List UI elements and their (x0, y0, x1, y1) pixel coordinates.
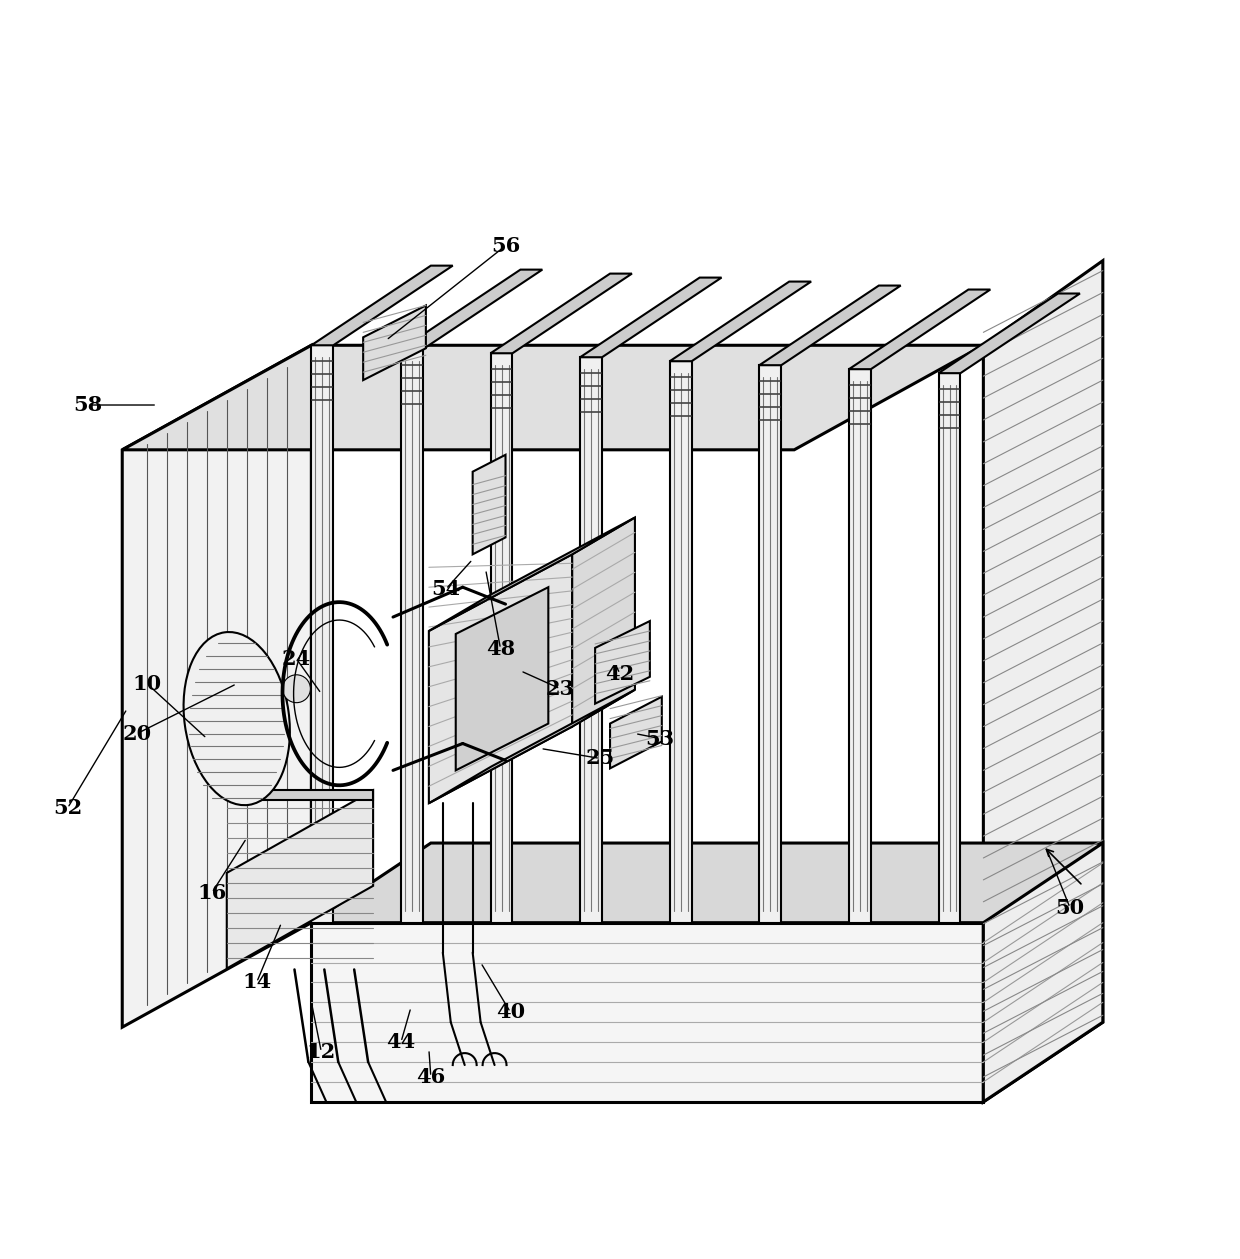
Polygon shape (311, 844, 1102, 923)
Polygon shape (670, 282, 811, 361)
Text: 48: 48 (486, 638, 515, 658)
Polygon shape (311, 345, 334, 923)
Ellipse shape (283, 675, 310, 703)
Text: 52: 52 (53, 798, 82, 818)
Polygon shape (759, 365, 781, 923)
Text: 53: 53 (645, 729, 675, 749)
Polygon shape (227, 791, 373, 801)
Polygon shape (580, 277, 722, 358)
Polygon shape (610, 696, 662, 768)
Text: 16: 16 (197, 883, 227, 903)
Text: 44: 44 (387, 1032, 415, 1053)
Text: 14: 14 (242, 972, 272, 992)
Polygon shape (311, 923, 983, 1102)
Polygon shape (595, 621, 650, 704)
Polygon shape (429, 517, 635, 631)
Polygon shape (472, 454, 506, 554)
Text: 24: 24 (281, 648, 311, 669)
Text: 42: 42 (605, 663, 635, 684)
Polygon shape (849, 369, 870, 923)
Text: 23: 23 (546, 679, 575, 699)
Polygon shape (939, 373, 961, 923)
Text: 12: 12 (306, 1042, 336, 1063)
Polygon shape (429, 690, 635, 803)
Ellipse shape (184, 632, 290, 806)
Text: 20: 20 (123, 724, 151, 744)
Polygon shape (363, 306, 425, 380)
Polygon shape (429, 554, 572, 803)
Polygon shape (311, 266, 453, 345)
Polygon shape (456, 587, 548, 771)
Text: 54: 54 (432, 579, 460, 599)
Polygon shape (401, 269, 542, 349)
Polygon shape (572, 517, 635, 726)
Polygon shape (123, 345, 983, 449)
Polygon shape (983, 844, 1102, 1102)
Polygon shape (123, 345, 311, 1027)
Polygon shape (227, 791, 373, 968)
Polygon shape (491, 354, 512, 923)
Polygon shape (849, 290, 991, 369)
Text: 46: 46 (417, 1066, 445, 1087)
Polygon shape (939, 293, 1080, 373)
Text: 58: 58 (73, 395, 102, 415)
Polygon shape (759, 286, 900, 365)
Polygon shape (401, 349, 423, 923)
Text: 40: 40 (496, 1002, 525, 1022)
Polygon shape (580, 358, 603, 923)
Polygon shape (983, 261, 1102, 1102)
Polygon shape (670, 361, 692, 923)
Text: 56: 56 (491, 235, 520, 256)
Text: 10: 10 (133, 674, 161, 694)
Text: 50: 50 (1055, 898, 1085, 918)
Text: 25: 25 (585, 748, 615, 768)
Polygon shape (491, 273, 632, 354)
